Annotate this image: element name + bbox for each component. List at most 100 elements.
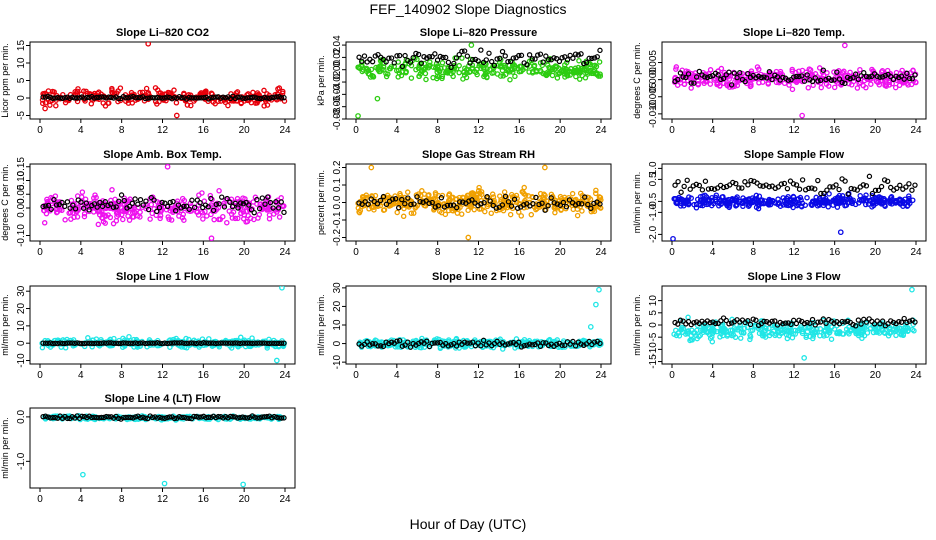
x-tick-label: 20 [870, 247, 882, 258]
data-point-black [183, 203, 190, 209]
data-point-black [578, 51, 584, 57]
y-tick-label: 10 [332, 319, 343, 331]
y-tick-label: -5 [648, 332, 659, 341]
data-point-black [562, 54, 568, 60]
data-point-black [572, 51, 579, 57]
data-point-black [778, 181, 785, 187]
data-point-black [745, 70, 751, 77]
outlier-point [164, 164, 171, 170]
x-tick-label: 4 [78, 494, 84, 505]
data-point [721, 328, 727, 334]
data-point-black [407, 344, 414, 350]
data-point-black [855, 76, 862, 83]
data-point [154, 101, 160, 107]
x-tick-label: 4 [394, 125, 400, 136]
data-point-black [145, 206, 152, 213]
data-point-black [396, 52, 403, 59]
data-point [380, 207, 387, 213]
data-point-black [809, 185, 815, 191]
data-point-black [222, 340, 229, 346]
data-point-black [836, 186, 842, 193]
data-point [375, 67, 381, 73]
data-point-black [712, 320, 719, 327]
data-point [696, 333, 702, 340]
data-point [456, 69, 462, 76]
data-point [718, 201, 724, 208]
data-point [848, 326, 855, 333]
data-point-black [72, 206, 79, 212]
data-point-black [445, 59, 452, 66]
data-point-black [162, 95, 168, 101]
data-point-black [408, 201, 414, 208]
data-point-black [761, 74, 767, 80]
data-point-black [242, 414, 248, 421]
data-point-black [159, 95, 166, 101]
data-point-black [159, 340, 166, 347]
data-point-black [186, 340, 192, 346]
data-point-black [702, 74, 708, 80]
data-point-black [103, 340, 110, 346]
y-tick-label: -1.0 [16, 452, 27, 470]
y-tick-label: 10 [648, 295, 659, 307]
data-point-black [402, 52, 408, 59]
data-point [718, 65, 725, 72]
data-point-black [93, 94, 100, 101]
data-point-black [815, 78, 821, 84]
data-point-black [453, 343, 460, 349]
data-point [573, 73, 579, 80]
data-point [460, 194, 466, 201]
data-point-black [785, 320, 791, 326]
data-point-black [906, 318, 913, 324]
data-point [817, 197, 823, 204]
data-point-black [99, 203, 106, 210]
data-point-black [796, 317, 802, 323]
data-point-black [369, 341, 376, 347]
data-point-black [597, 47, 603, 54]
data-point [893, 332, 899, 339]
y-tick-label: 1.0 [648, 161, 659, 175]
data-point-black [205, 340, 212, 346]
data-point-black [821, 190, 827, 197]
data-point-black [402, 201, 408, 207]
data-point [551, 205, 558, 211]
data-point-black [84, 340, 90, 346]
x-tick-label: 8 [119, 247, 125, 258]
data-point-black [852, 71, 859, 77]
y-tick-label: -5 [16, 111, 27, 120]
data-point [796, 68, 802, 74]
data-point-black [235, 415, 241, 421]
data-point-black [227, 413, 234, 420]
data-point-black [442, 54, 449, 61]
data-point [582, 75, 589, 81]
data-point-black [132, 94, 139, 101]
data-point [453, 66, 460, 72]
data-point-black [157, 340, 163, 346]
data-point-black [878, 183, 885, 190]
data-point-black [903, 184, 909, 190]
data-point-black [780, 74, 786, 81]
data-point-black [805, 185, 812, 192]
data-point-black [101, 94, 107, 100]
data-point-black [467, 340, 473, 346]
y-tick-label: 5 [16, 77, 27, 83]
data-point-black [824, 187, 830, 193]
data-point-black [839, 79, 845, 86]
data-point-black [737, 69, 743, 76]
data-point [95, 221, 102, 228]
data-point-black [130, 340, 136, 347]
data-point-black [399, 196, 405, 203]
data-point-black [675, 76, 681, 83]
data-point-black [118, 340, 124, 347]
data-point-black [388, 339, 395, 345]
x-tick-label: 16 [829, 125, 841, 136]
data-point [779, 71, 786, 78]
data-point-black [432, 204, 439, 210]
data-point-black [715, 72, 721, 78]
data-point-black [861, 70, 867, 76]
data-point-black [369, 58, 376, 65]
data-point-black [418, 339, 425, 345]
data-point [837, 200, 843, 206]
outlier-point [596, 286, 602, 293]
panel-title: Slope Amb. Box Temp. [103, 149, 222, 161]
data-point-black [540, 59, 546, 65]
